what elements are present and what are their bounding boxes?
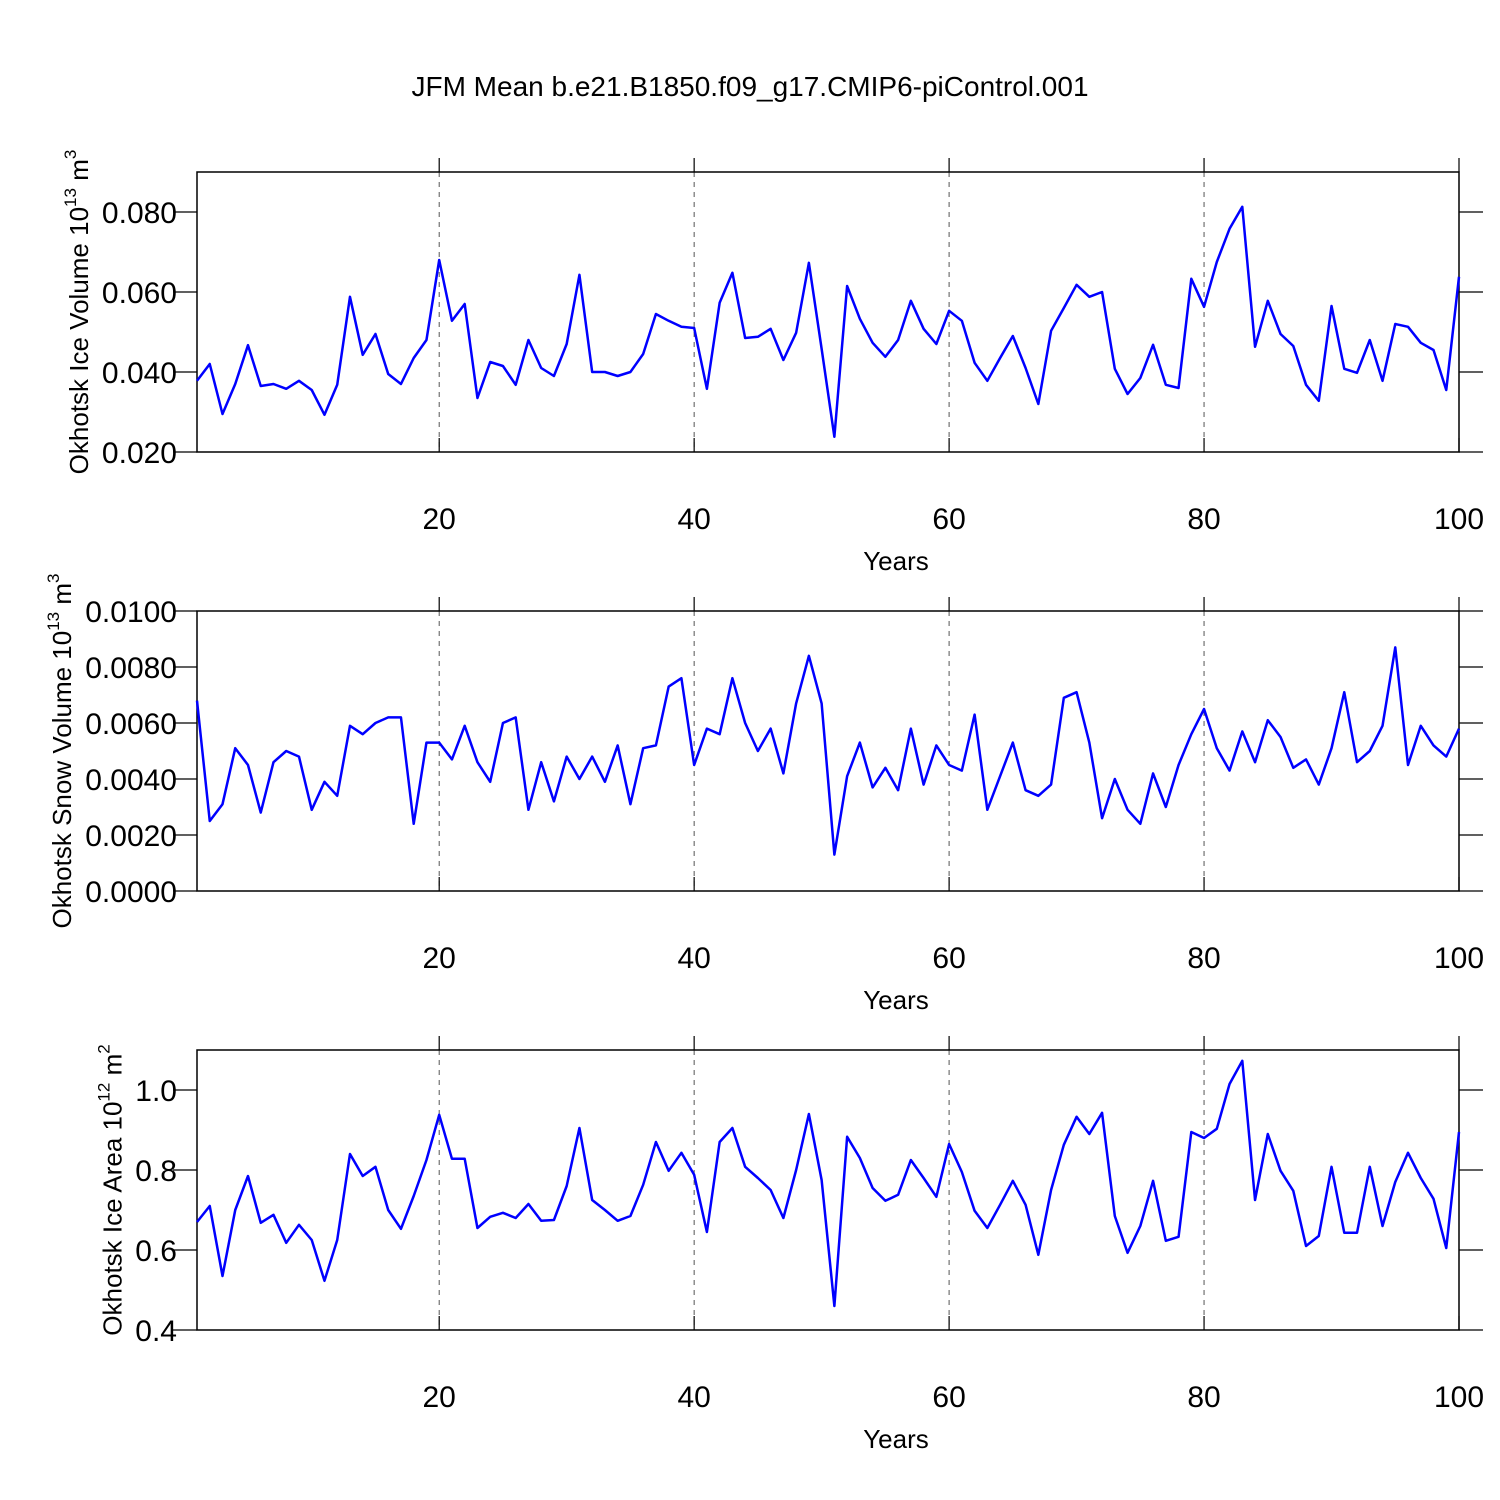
y-tick-label: 0.060 xyxy=(102,277,177,310)
plot-frame xyxy=(196,610,1460,892)
y-axis-label-exponent: 13 xyxy=(44,612,63,631)
x-tick-label: 40 xyxy=(677,1381,710,1414)
x-axis-label: Years xyxy=(863,546,929,576)
y-axis-label-part: m xyxy=(47,583,77,612)
y-tick-label: 0.040 xyxy=(102,357,177,390)
y-axis-label-exponent: 3 xyxy=(44,574,63,583)
y-axis-label-part: Okhotsk Ice Area 10 xyxy=(97,1102,127,1336)
data-line xyxy=(196,205,1461,439)
y-axis-label-exponent: 2 xyxy=(94,1044,113,1053)
data-line xyxy=(196,1059,1461,1308)
figure-title: JFM Mean b.e21.B1850.f09_g17.CMIP6-piCon… xyxy=(411,71,1088,102)
y-tick-label: 0.8 xyxy=(135,1155,177,1188)
y-axis-label-part: m xyxy=(64,159,94,188)
y-axis-label-part: m xyxy=(97,1054,127,1083)
plot-frame xyxy=(196,171,1460,453)
plot-frame xyxy=(196,1049,1460,1331)
x-axis-label: Years xyxy=(863,1424,929,1454)
y-tick-label: 0.0060 xyxy=(85,708,177,741)
y-axis-label: Okhotsk Ice Volume 1013 m3 xyxy=(61,150,94,475)
y-tick-label: 0.6 xyxy=(135,1235,177,1268)
x-tick-label: 40 xyxy=(677,942,710,975)
y-tick-label: 1.0 xyxy=(135,1075,177,1108)
x-tick-label: 60 xyxy=(932,1381,965,1414)
x-tick-label: 100 xyxy=(1434,1381,1484,1414)
x-tick-label: 20 xyxy=(423,1381,456,1414)
x-tick-label: 60 xyxy=(932,503,965,536)
y-axis-label-exponent: 13 xyxy=(61,188,80,207)
y-tick-label: 0.0020 xyxy=(85,820,177,853)
x-tick-label: 80 xyxy=(1187,1381,1220,1414)
y-axis-label: Okhotsk Snow Volume 1013 m3 xyxy=(44,574,77,929)
x-tick-label: 40 xyxy=(677,503,710,536)
y-tick-label: 0.080 xyxy=(102,197,177,230)
y-tick-label: 0.0100 xyxy=(85,596,177,629)
y-axis-label: Okhotsk Ice Area 1012 m2 xyxy=(94,1044,127,1335)
x-tick-label: 20 xyxy=(423,503,456,536)
y-tick-label: 0.020 xyxy=(102,437,177,470)
x-tick-label: 20 xyxy=(423,942,456,975)
x-tick-label: 100 xyxy=(1434,942,1484,975)
x-axis-label: Years xyxy=(863,985,929,1015)
x-tick-label: 100 xyxy=(1434,503,1484,536)
x-tick-label: 80 xyxy=(1187,503,1220,536)
x-tick-label: 60 xyxy=(932,942,965,975)
y-axis-label-part: Okhotsk Ice Volume 10 xyxy=(64,207,94,474)
y-tick-label: 0.0080 xyxy=(85,652,177,685)
y-axis-label-part: Okhotsk Snow Volume 10 xyxy=(47,631,77,929)
y-tick-label: 0.4 xyxy=(135,1315,177,1348)
x-tick-label: 80 xyxy=(1187,942,1220,975)
y-axis-label-exponent: 12 xyxy=(94,1083,113,1102)
y-axis-label-exponent: 3 xyxy=(61,150,80,159)
data-line xyxy=(195,646,1461,856)
y-tick-label: 0.0000 xyxy=(85,876,177,909)
y-tick-label: 0.0040 xyxy=(85,764,177,797)
